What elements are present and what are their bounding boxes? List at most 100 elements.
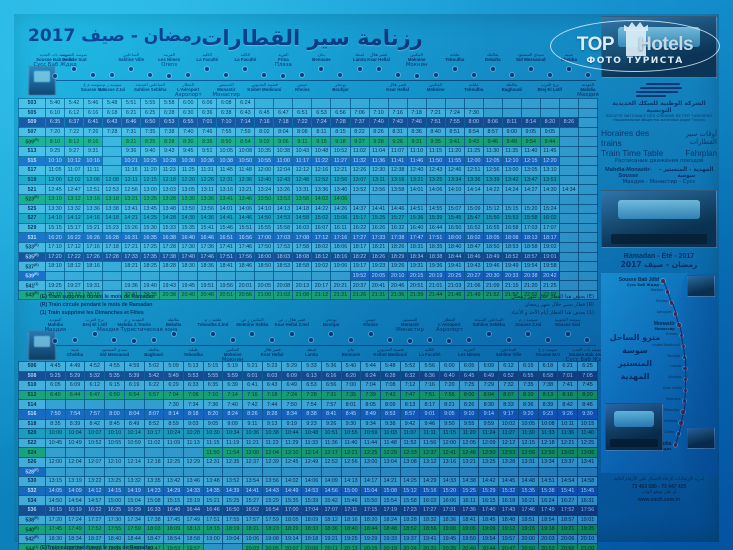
table-row[interactable]: 518 8:35 8:39 8:42 8:45 8:49 8:52 8:59 9:03 9:05 9… xyxy=(18,418,599,430)
time-cell: 14:58 xyxy=(292,213,313,224)
table-row[interactable]: 538(R) 17:20 17:24 17:27 17:30 17:34 17:38 17:4… xyxy=(18,514,599,526)
table-row[interactable]: 531 16:20 16:22 16:26 16:28 16:31 16:35 16:38 16… xyxy=(18,232,599,243)
station-dot-icon xyxy=(319,67,324,72)
table-row[interactable]: 539(R) 19:52 20:05 20:10 20:15 20:19 20:25 20:2… xyxy=(18,270,599,282)
table-row[interactable]: 528(E) xyxy=(18,466,599,478)
station-name-fr: Sousse Z.toi xyxy=(99,87,126,92)
time-cell: 13:30 xyxy=(44,203,66,215)
time-cell: 11:52 xyxy=(399,437,421,449)
table-row[interactable]: 512 6:40 6:44 6:47 6:50 6:54 6:57 7:04 7:08 7:10 7… xyxy=(18,389,599,401)
station-name-fr: L'Aéroport xyxy=(177,87,200,92)
table-row[interactable]: 530 13:15 13:19 13:22 13:25 13:32 13:35 13:42 13… xyxy=(18,476,599,487)
time-cell: 12:56 xyxy=(482,165,503,176)
table-row[interactable]: 537(E) 18:10 18:12 18:16 18:21 18:25 18:28 18:3… xyxy=(18,261,599,272)
time-cell: 12:37 xyxy=(242,456,263,468)
table-row[interactable]: 526 12:00 12:04 12:07 12:10 12:14 12:18 12:25 12… xyxy=(18,456,599,468)
time-cell: 15:32 xyxy=(498,485,519,497)
time-cell: 6:49 xyxy=(281,380,303,391)
time-cell: 16:44 xyxy=(425,222,446,234)
table-row[interactable]: 527 14:10 14:12 14:16 14:18 14:21 14:25 14:28 14… xyxy=(18,213,599,224)
time-cell: 7:16 xyxy=(242,389,263,401)
table-row[interactable]: 522 10:45 10:49 10:52 10:55 10:59 11:02 11:09 11… xyxy=(18,437,599,449)
time-cell: 12:00 xyxy=(254,165,275,176)
table-row[interactable]: 521 12:45 12:47 12:51 12:53 12:56 13:00 13:03 13… xyxy=(18,184,599,195)
table-row[interactable]: 513 9:25 9:27 9:31 9:36 9:40 9:43 9:45 9:51 10:05… xyxy=(18,145,599,157)
table-row[interactable]: 507 7:20 7:22 7:26 7:28 7:31 7:35 7:38 7:40 7:46 7… xyxy=(18,126,599,138)
table-row[interactable]: 533(E) 17:10 17:12 17:16 17:18 17:21 17:25 17:2… xyxy=(18,241,599,253)
time-cell: 18:30 xyxy=(178,261,199,272)
station-name-fr: Teboulba xyxy=(464,87,484,92)
table-row[interactable]: 515 10:10 10:12 10:16 10:21 10:25 10:28 10:30 10… xyxy=(18,155,599,167)
time-cell: 15:29 xyxy=(261,495,283,506)
time-cell: 11:55 xyxy=(444,155,465,167)
time-cell: 19:23 xyxy=(368,261,389,272)
time-cell: 17:26 xyxy=(83,251,104,263)
map-stop-dot[interactable] xyxy=(681,344,686,349)
table-row[interactable]: 509(R) 8:10 8:12 8:16 8:21 8:25 8:28 8:30 8:36 8:… xyxy=(18,136,599,147)
time-cell: 15:51 xyxy=(235,222,256,234)
time-cell: 18:34 xyxy=(406,251,427,263)
train-number: 539(R) xyxy=(18,270,46,282)
time-cell: 9:26 xyxy=(557,408,578,420)
time-cell: 15:15 xyxy=(501,203,522,215)
map-stop-dot[interactable] xyxy=(682,399,687,404)
table-row[interactable]: 542(R) 18:30 18:34 18:37 18:40 18:44 18:47 18:5… xyxy=(18,533,599,545)
time-cell: 15:23 xyxy=(102,222,123,234)
time-cell: 19:12 xyxy=(498,524,519,535)
time-cell: 8:15 xyxy=(330,126,351,138)
table-row[interactable]: 541(1) 19:25 19:27 19:31 19:36 19:40 19:43 19:4… xyxy=(18,280,599,291)
table-row[interactable]: 506 4:45 4:49 4:52 4:55 4:59 5:02 5:09 5:13 5:15 5… xyxy=(18,361,599,372)
table-row[interactable]: 508 5:25 5:29 5:32 5:35 5:39 5:42 5:49 5:53 5:55 5… xyxy=(18,370,599,382)
station-name-fr: Les Nîmes xyxy=(158,57,181,62)
time-cell: 7:47 xyxy=(399,389,421,401)
station-name-fr: Sousse Bab Jedid xyxy=(36,57,74,62)
station-name-ar: سوسة ز م xyxy=(518,317,538,322)
map-stop-dot[interactable] xyxy=(673,443,678,447)
map-stop-label: Ksar Hellal xyxy=(663,386,682,391)
table-row[interactable]: 505 6:10 6:12 6:16 6:18 6:21 6:25 6:28 6:30 6:36 6… xyxy=(18,107,599,119)
time-cell xyxy=(64,447,86,458)
time-cell: 13:31 xyxy=(517,456,539,468)
time-cell: 18:03 xyxy=(143,524,165,535)
time-cell: 18:41 xyxy=(216,261,237,272)
time-cell xyxy=(102,136,123,147)
station-name-ar: المكنين xyxy=(429,82,443,87)
time-cell: 18:52 xyxy=(399,524,421,535)
table-row[interactable]: 517 11:05 11:07 11:11 11:16 11:20 11:23 11:25 11… xyxy=(18,165,599,176)
table-row[interactable]: 510 6:05 6:09 6:12 6:15 6:19 6:22 6:29 6:33 6:35 6… xyxy=(18,380,599,391)
time-cell: 14:30 xyxy=(539,184,560,195)
table-row[interactable]: 509 6:35 6:37 6:41 6:43 6:46 6:50 6:53 6:55 7:01 7… xyxy=(18,117,599,128)
table-row[interactable]: 503 5:40 5:42 5:46 5:48 5:51 5:55 5:58 6:00 6:06 6… xyxy=(18,98,599,109)
table-row[interactable]: 540(E) 17:45 17:49 17:52 17:55 17:59 18:03 18:0… xyxy=(18,524,599,535)
time-cell: 18:16 xyxy=(340,514,362,526)
station-name-ar: قصيبة المديوني xyxy=(250,82,278,87)
table-row[interactable]: 525 13:30 13:32 13:36 13:38 13:41 13:45 13:48 13… xyxy=(18,203,599,215)
table-row[interactable]: 524 11:50 11:54 12:00 12:04 12:10 12:14 12:17 12… xyxy=(18,447,599,458)
legend-item: (E)Train supprimé durant le mois de Rama… xyxy=(40,545,154,550)
contact-block: لمزيد الإرشادات الرجاء الاتصال على الأرق… xyxy=(601,477,717,503)
table-row[interactable]: 516 7:50 7:54 7:57 8:00 8:04 8:07 8:14 8:18 8:20 8… xyxy=(18,408,599,420)
time-cell: 8:28 xyxy=(159,136,180,147)
table-row[interactable]: 519 12:00 12:02 12:06 12:08 12:11 12:15 12:18 12… xyxy=(18,174,599,186)
time-cell: 14:06 xyxy=(301,476,322,487)
station-name-fr: Teboulba xyxy=(445,57,465,62)
map-stop-dot[interactable] xyxy=(661,279,665,283)
table-row[interactable]: 529 15:15 15:17 15:21 15:23 15:26 15:30 15:33 15… xyxy=(18,222,599,234)
station-label: طبلبة Teboulba xyxy=(437,73,511,92)
table-row[interactable]: 543(R) 20:10 20:12 20:16 20:31 20:35 20:38 20:4… xyxy=(18,289,599,301)
table-row[interactable]: 520 10:00 10:04 10:07 10:10 10:14 10:17 10:24 10… xyxy=(18,428,599,439)
time-cell: 13:16 xyxy=(83,193,104,205)
table-row[interactable]: 534 14:50 14:54 14:57 15:00 15:04 15:08 15:15 15… xyxy=(18,495,599,506)
time-cell: 14:46 xyxy=(387,203,408,215)
time-cell: 11:16 xyxy=(121,165,142,176)
table-row[interactable]: 514 7:30 7:34 7:36 7:40 7:42 7:44 7:50 7:54 7:57 8… xyxy=(18,399,599,410)
table-row[interactable]: 544(1) 19:25 19:29 19:32 19:35 19:40 19:47 19:5… xyxy=(18,543,599,550)
time-cell xyxy=(558,165,579,176)
table-row[interactable]: 536 16:15 16:19 16:22 16:25 16:29 16:33 16:40 16… xyxy=(18,504,599,516)
table-row[interactable]: 535(R) 17:20 17:22 17:26 17:28 17:33 17:35 17:3… xyxy=(18,251,599,263)
time-cell: 18:17 xyxy=(349,241,370,253)
time-cell: 7:40 xyxy=(178,126,199,138)
station-name-fr: Bekalta xyxy=(165,322,182,327)
table-row[interactable]: 532 14:05 14:09 14:12 14:15 14:19 14:23 14:29 14… xyxy=(18,485,599,497)
table-row[interactable]: 523(R) 13:10 13:12 13:16 13:18 13:21 13:25 13:2… xyxy=(18,193,599,205)
